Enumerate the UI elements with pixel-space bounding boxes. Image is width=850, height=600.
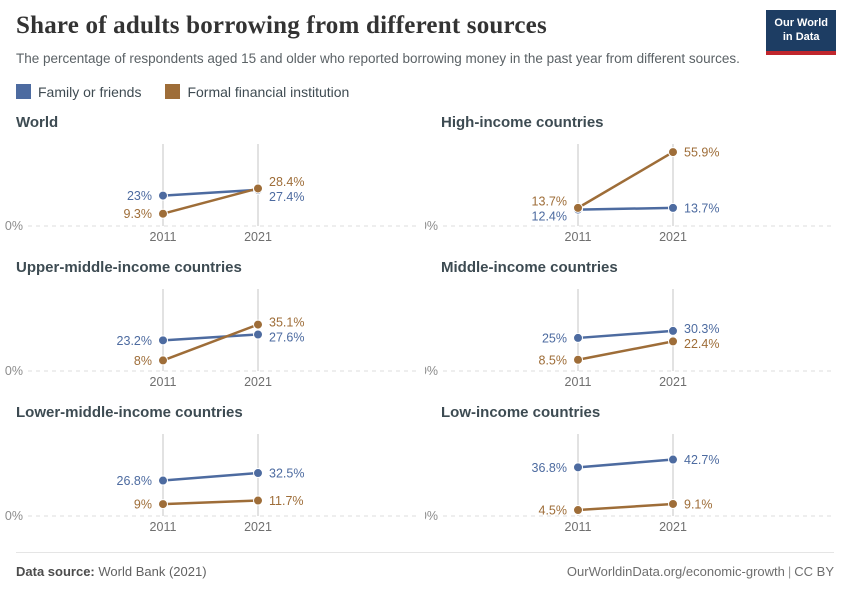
svg-text:2021: 2021 <box>659 375 687 389</box>
panel-title-lower-middle-income: Lower-middle-income countries <box>16 403 243 421</box>
credit-license: CC BY <box>794 563 834 579</box>
svg-text:11.7%: 11.7% <box>269 494 304 508</box>
legend-label-formal-financial-institution: Formal financial institution <box>187 83 350 100</box>
svg-text:55.9%: 55.9% <box>684 145 719 159</box>
svg-text:0%: 0% <box>5 509 23 523</box>
panel-middle-income: Middle-income countries 0% 2011 2021 25% 8.5… <box>425 259 850 399</box>
svg-text:30.3%: 30.3% <box>684 322 719 336</box>
svg-text:22.4%: 22.4% <box>684 337 719 351</box>
panels-grid: World 0% 2011 2021 23% 9.3% 28.4% 27.4% High-i… <box>0 114 850 544</box>
svg-text:2011: 2011 <box>150 375 177 389</box>
svg-text:13.7%: 13.7% <box>532 194 567 208</box>
legend-swatch-formal-financial-institution <box>165 84 181 100</box>
svg-text:9.1%: 9.1% <box>684 497 713 511</box>
svg-text:2021: 2021 <box>659 230 687 244</box>
svg-text:2011: 2011 <box>150 230 177 244</box>
panel-plot-upper-middle-income: 0% 2011 2021 23.2% 8% 35.1%27.6% <box>5 288 420 389</box>
panel-plot-lower-middle-income: 0% 2011 2021 26.8% 9% 32.5% 11.7% <box>5 433 420 534</box>
svg-text:23.2%: 23.2% <box>117 333 152 347</box>
owid-logo-line1: Our World <box>774 17 828 29</box>
panel-lower-middle-income: Lower-middle-income countries 0% 2011 2021… <box>0 404 425 544</box>
credit: OurWorldinData.org/economic-growth | CC BY <box>567 564 834 579</box>
svg-text:27.6%: 27.6% <box>269 330 304 344</box>
svg-text:2021: 2021 <box>244 230 272 244</box>
svg-text:0%: 0% <box>5 219 23 233</box>
svg-text:2021: 2021 <box>659 520 687 534</box>
svg-text:2011: 2011 <box>565 230 592 244</box>
data-source-value: World Bank (2021) <box>98 563 207 579</box>
owid-logo: Our World in Data <box>766 10 836 55</box>
credit-separator: | <box>787 563 792 579</box>
svg-text:8.5%: 8.5% <box>539 353 568 367</box>
svg-text:35.1%: 35.1% <box>269 315 304 329</box>
svg-text:25%: 25% <box>542 331 567 345</box>
svg-text:2011: 2011 <box>565 375 592 389</box>
owid-logo-line2: in Data <box>782 30 820 43</box>
svg-text:9.3%: 9.3% <box>124 207 153 221</box>
panel-low-income: Low-income countries 0% 2011 2021 36.8% 4.5%… <box>425 404 850 544</box>
legend: Family or friends Formal financial insti… <box>16 84 834 100</box>
svg-text:28.4%: 28.4% <box>269 175 304 189</box>
svg-text:26.8%: 26.8% <box>117 474 152 488</box>
svg-text:4.5%: 4.5% <box>539 503 568 517</box>
panel-title-world: World <box>16 113 59 131</box>
svg-text:8%: 8% <box>134 353 152 367</box>
panel-plot-middle-income: 0% 2011 2021 25% 8.5% 30.3%22.4% <box>425 288 835 389</box>
svg-text:23%: 23% <box>127 189 152 203</box>
panel-title-high-income: High-income countries <box>441 113 604 131</box>
svg-text:0%: 0% <box>5 364 23 378</box>
legend-item-formal-financial-institution: Formal financial institution <box>165 84 349 100</box>
legend-swatch-family-or-friends <box>16 84 31 100</box>
panel-title-upper-middle-income: Upper-middle-income countries <box>16 258 242 276</box>
svg-text:32.5%: 32.5% <box>269 466 304 480</box>
data-source-label: Data source: <box>16 563 95 579</box>
panel-high-income: High-income countries 0%2011202113.7%12.… <box>425 114 850 254</box>
svg-text:0%: 0% <box>425 509 438 523</box>
svg-text:36.8%: 36.8% <box>532 460 567 474</box>
svg-text:9%: 9% <box>134 497 152 511</box>
svg-text:0%: 0% <box>425 364 438 378</box>
panel-upper-middle-income: Upper-middle-income countries 0% 2011 2021… <box>0 259 425 399</box>
panel-plot-low-income: 0% 2011 2021 36.8% 4.5% 42.7% 9.1% <box>425 433 835 534</box>
chart-footer: Data source: World Bank (2021) OurWorldi… <box>16 551 834 579</box>
panel-title-low-income: Low-income countries <box>441 403 601 421</box>
chart-subtitle: The percentage of respondents aged 15 an… <box>16 51 740 66</box>
data-source: Data source: World Bank (2021) <box>16 564 207 579</box>
svg-text:12.4%: 12.4% <box>532 209 567 223</box>
panel-title-middle-income: Middle-income countries <box>441 258 618 276</box>
svg-text:2011: 2011 <box>565 520 592 534</box>
panel-plot-world: 0% 2011 2021 23% 9.3% 28.4%27.4% <box>5 143 420 244</box>
panel-world: World 0% 2011 2021 23% 9.3% 28.4% 27.4% <box>0 114 425 254</box>
svg-text:13.7%: 13.7% <box>684 201 719 215</box>
svg-text:0%: 0% <box>425 219 438 233</box>
svg-text:2021: 2021 <box>244 375 272 389</box>
chart-header: Share of adults borrowing from different… <box>0 0 850 69</box>
svg-text:42.7%: 42.7% <box>684 453 719 467</box>
svg-text:2011: 2011 <box>150 520 177 534</box>
svg-text:2021: 2021 <box>244 520 272 534</box>
legend-item-family-or-friends: Family or friends <box>16 84 141 100</box>
page-title: Share of adults borrowing from different… <box>16 12 547 39</box>
svg-text:27.4%: 27.4% <box>269 190 304 204</box>
legend-label-family-or-friends: Family or friends <box>38 83 142 100</box>
credit-site-link[interactable]: OurWorldinData.org/economic-growth <box>566 563 785 579</box>
